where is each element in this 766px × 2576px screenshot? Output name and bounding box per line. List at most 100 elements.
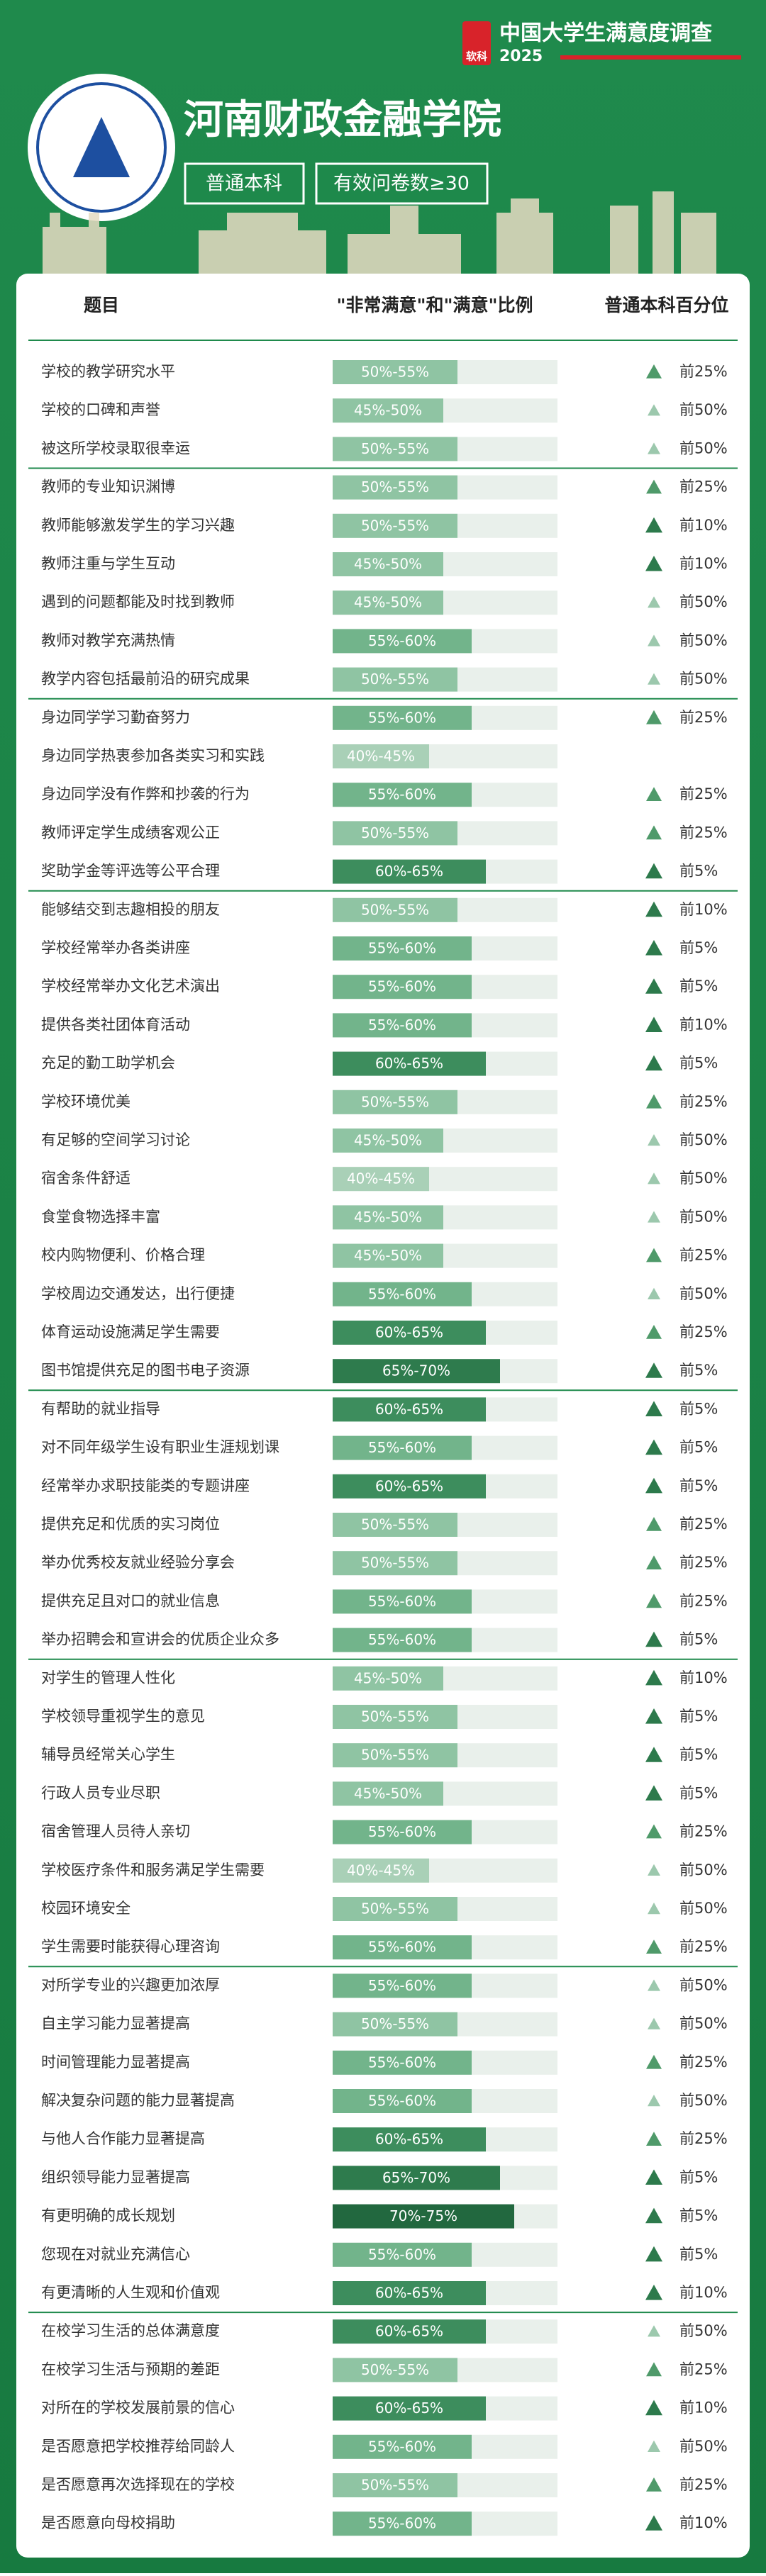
percentile-label: 前50% (679, 2322, 728, 2339)
percentile-triangle (648, 1979, 660, 1991)
item-label: 能够结交到志趣相投的朋友 (41, 901, 220, 918)
tag: 有效问卷数≥30 (333, 173, 470, 195)
bar-fill (333, 2396, 486, 2421)
range-label: 55%-60% (368, 940, 436, 957)
bar-fill (333, 821, 457, 846)
percentile-label: 前5% (679, 1784, 718, 1801)
percentile-label: 前25% (679, 785, 728, 802)
range-label: 55%-60% (368, 632, 436, 649)
bar-fill (333, 705, 472, 730)
percentile-triangle (645, 1439, 662, 1455)
item-label: 对学生的管理人性化 (41, 1669, 175, 1686)
bar-fill (333, 1705, 457, 1729)
bar-fill (333, 1321, 486, 1345)
item-label: 身边同学没有作弊和抄袭的行为 (41, 785, 250, 802)
percentile-triangle (646, 2477, 662, 2492)
range-label: 55%-60% (368, 1631, 436, 1648)
range-label: 60%-65% (375, 2131, 443, 2148)
bar-fill (333, 552, 443, 576)
item-label: 举办优秀校友就业经验分享会 (41, 1554, 235, 1571)
percentile-label: 前5% (679, 863, 718, 880)
bar-fill (333, 744, 429, 768)
percentile-label: 前25% (679, 2476, 728, 2493)
bar-fill (333, 859, 486, 884)
bar-fill (333, 360, 457, 384)
percentile-triangle (645, 2169, 662, 2185)
range-label: 50%-55% (361, 1747, 429, 1764)
percentile-label: 前25% (679, 1592, 728, 1609)
percentile-triangle (645, 1669, 662, 1686)
range-label: 45%-50% (354, 402, 422, 419)
range-label: 50%-55% (361, 478, 429, 495)
percentile-label: 前25% (679, 1554, 728, 1571)
item-label: 在校学习生活的总体满意度 (41, 2322, 220, 2339)
emblem-ring (36, 82, 167, 213)
bar-fill (333, 1589, 472, 1614)
bar-fill (333, 1666, 443, 1691)
range-label: 50%-55% (361, 1555, 429, 1572)
range-label: 50%-55% (361, 1093, 429, 1110)
item-label: 校园环境安全 (41, 1900, 131, 1917)
percentile-triangle (648, 1903, 660, 1915)
item-label: 教师能够激发学生的学习兴趣 (41, 517, 235, 534)
percentile-label: 前50% (679, 1285, 728, 1302)
emblem (28, 74, 175, 221)
bar-fill (333, 1781, 443, 1806)
percentile-label: 前50% (679, 1170, 728, 1187)
bar-fill (333, 783, 472, 807)
bar-fill (333, 1551, 457, 1576)
range-label: 50%-55% (361, 2015, 429, 2032)
item-label: 您现在对就业充满信心 (41, 2246, 190, 2263)
brand-underline (560, 55, 741, 60)
item-label: 遇到的问题都能及时找到教师 (41, 593, 235, 610)
bar-fill (333, 1435, 472, 1460)
item-label: 校内购物便利、价格合理 (41, 1247, 205, 1264)
bar-fill (333, 1090, 457, 1114)
range-label: 50%-55% (361, 671, 429, 688)
bar-fill (333, 513, 457, 538)
percentile-label: 前5% (679, 1400, 718, 1417)
bar-fill (333, 475, 457, 500)
item-label: 宿舍管理人员待人亲切 (41, 1823, 190, 1840)
bar-fill (333, 2473, 457, 2497)
percentile-triangle (648, 404, 660, 416)
percentile-triangle (645, 1785, 662, 1801)
percentile-triangle (648, 1211, 660, 1223)
item-label: 时间管理能力显著提高 (41, 2054, 190, 2071)
percentile-triangle (645, 1631, 662, 1647)
percentile-label: 前5% (679, 978, 718, 995)
school-name: 河南财政金融学院 (184, 97, 501, 143)
percentile-triangle (646, 2132, 662, 2146)
percentile-triangle (645, 2515, 662, 2531)
percentile-triangle (648, 673, 660, 685)
brand: 软科 中国大学生满意度调查 2025 (462, 21, 741, 65)
range-label: 55%-60% (368, 1823, 436, 1840)
percentile-label: 前5% (679, 939, 718, 956)
percentile-label: 前25% (679, 478, 728, 495)
column-header: 普通本科百分位 (604, 295, 728, 315)
percentile-label: 前5% (679, 1439, 718, 1456)
percentile-label: 前50% (679, 1208, 728, 1225)
percentile-triangle (645, 2246, 662, 2262)
percentile-triangle (648, 2095, 660, 2107)
range-label: 70%-75% (389, 2207, 457, 2224)
bar-fill (333, 975, 472, 999)
percentile-label: 前25% (679, 1938, 728, 1955)
column-header: 题目 (84, 295, 119, 315)
item-label: 奖助学金等评选等公平合理 (41, 863, 220, 880)
range-label: 45%-50% (354, 1209, 422, 1226)
bar-fill (333, 667, 457, 692)
percentile-triangle (645, 1017, 662, 1032)
item-label: 有更清晰的人生观和价值观 (41, 2284, 220, 2301)
percentile-label: 前50% (679, 2438, 728, 2455)
range-label: 55%-60% (368, 2093, 436, 2110)
percentile-label: 前25% (679, 1516, 728, 1533)
percentile-triangle (646, 1248, 662, 1262)
range-label: 50%-55% (361, 440, 429, 457)
range-label: 55%-60% (368, 2515, 436, 2532)
bar-fill (333, 437, 457, 461)
percentile-label: 前50% (679, 2015, 728, 2032)
range-label: 55%-60% (368, 1017, 436, 1034)
brand-year: 2025 (499, 47, 543, 65)
percentile-triangle (648, 1134, 660, 1146)
